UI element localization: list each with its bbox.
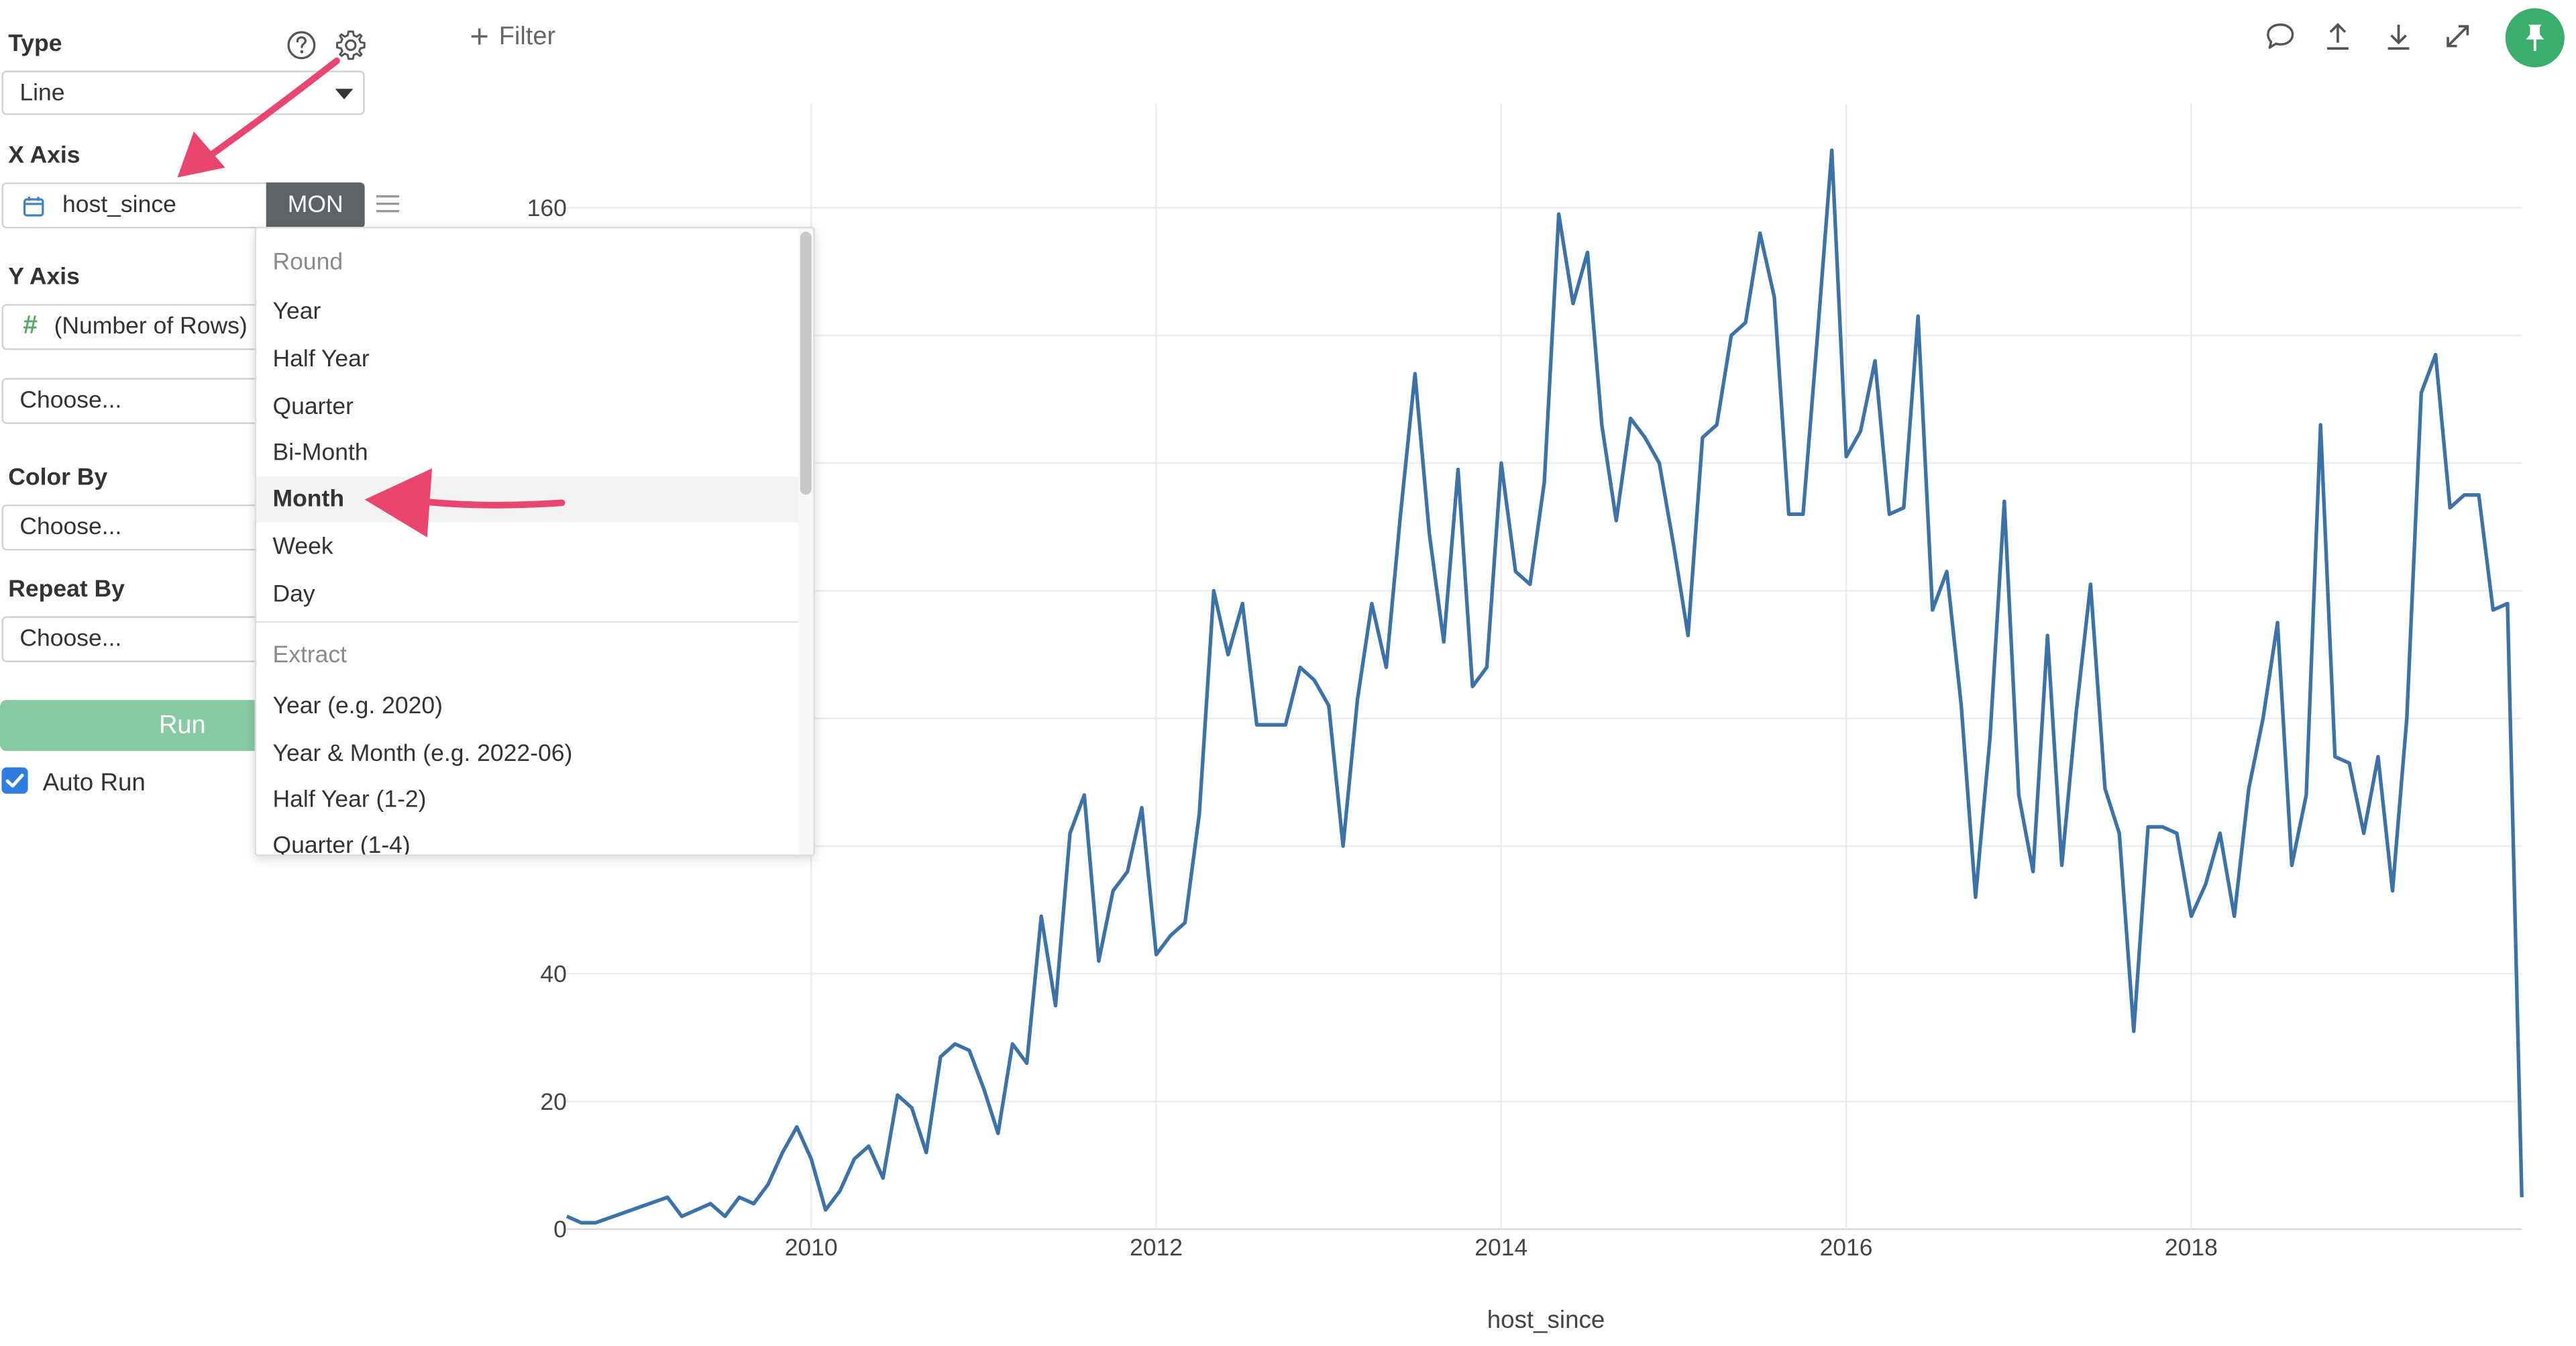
add-filter-button[interactable]: + Filter	[470, 19, 556, 56]
dropdown-item-extract-half-year[interactable]: Half Year (1-2)	[272, 787, 427, 814]
date-unit-dropdown: Round Year Half Year Quarter Bi-Month Mo…	[254, 226, 815, 856]
series-line	[566, 148, 2524, 1225]
y-tick-label: 0	[553, 1216, 567, 1243]
upload-icon[interactable]	[2320, 18, 2356, 54]
plus-icon: +	[470, 19, 490, 56]
dropdown-item-extract-quarter[interactable]: Quarter (1-4)	[272, 833, 411, 856]
download-icon[interactable]	[2381, 18, 2417, 54]
dropdown-item-year[interactable]: Year	[272, 299, 321, 325]
pin-icon	[2526, 24, 2544, 51]
x-axis-label: X Axis	[8, 143, 80, 170]
y-axis-choose-text: Choose...	[19, 387, 122, 415]
auto-run-label: Auto Run	[42, 769, 146, 797]
y-axis-field[interactable]: # (Number of Rows)	[1, 304, 281, 350]
color-by-label: Color By	[8, 465, 108, 492]
auto-run-checkbox[interactable]	[1, 767, 28, 794]
x-tick-label: 2018	[2165, 1234, 2218, 1261]
dropdown-item-quarter[interactable]: Quarter	[272, 394, 354, 421]
extract-group-header: Extract	[272, 642, 347, 669]
expand-icon[interactable]	[2440, 18, 2476, 54]
x-axis-unit-badge[interactable]: MON	[266, 182, 365, 229]
gear-icon[interactable]	[333, 28, 368, 62]
x-axis-field-name: host_since	[62, 192, 176, 219]
y-tick-label: 160	[527, 195, 567, 221]
x-axis-title: host_since	[1487, 1306, 1605, 1333]
type-label: Type	[8, 31, 62, 58]
color-by-choose-text: Choose...	[19, 514, 122, 541]
calendar-icon	[23, 196, 44, 216]
filter-label: Filter	[498, 23, 556, 51]
y-axis-choose-select[interactable]: Choose...	[1, 378, 281, 424]
hamburger-icon[interactable]	[376, 194, 400, 213]
dropdown-item-day[interactable]: Day	[272, 581, 315, 609]
repeat-by-choose-text: Choose...	[19, 626, 122, 653]
x-tick-label: 2012	[1130, 1234, 1183, 1261]
dropdown-scrollbar-thumb[interactable]	[800, 231, 812, 495]
dropdown-scrollbar-track[interactable]	[798, 228, 814, 855]
x-tick-label: 2010	[785, 1234, 838, 1261]
x-tick-label: 2016	[1820, 1234, 1873, 1261]
dropdown-divider	[256, 621, 799, 623]
dropdown-item-extract-year[interactable]: Year (e.g. 2020)	[272, 693, 443, 720]
y-axis-label: Y Axis	[8, 264, 80, 291]
y-axis-field-name: (Number of Rows)	[54, 313, 248, 340]
repeat-by-select[interactable]: Choose...	[1, 616, 281, 662]
pin-button[interactable]	[2505, 8, 2565, 68]
y-tick-label: 20	[540, 1088, 567, 1115]
color-by-select[interactable]: Choose...	[1, 504, 281, 551]
dropdown-item-extract-year-month[interactable]: Year & Month (e.g. 2022-06)	[272, 741, 573, 768]
dropdown-item-week[interactable]: Week	[272, 533, 333, 561]
chart-type-value: Line	[19, 79, 65, 106]
x-tick-label: 2014	[1474, 1234, 1527, 1261]
dropdown-item-month[interactable]: Month	[256, 476, 799, 523]
x-axis-field[interactable]: host_since	[1, 182, 268, 229]
check-icon	[5, 773, 24, 788]
dropdown-item-bi-month[interactable]: Bi-Month	[272, 440, 368, 467]
dropdown-item-half-year[interactable]: Half Year	[272, 346, 370, 373]
y-tick-label: 40	[540, 961, 567, 988]
hash-icon: #	[23, 312, 38, 340]
round-group-header: Round	[272, 250, 343, 276]
repeat-by-label: Repeat By	[8, 576, 125, 603]
comment-icon[interactable]	[2262, 18, 2298, 54]
